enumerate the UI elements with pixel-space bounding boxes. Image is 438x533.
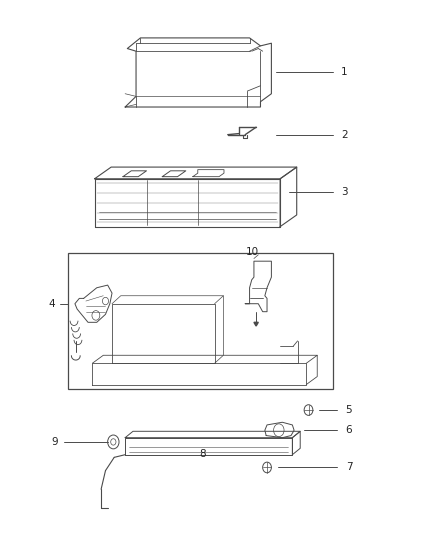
Text: 7: 7 <box>346 463 352 472</box>
Text: 3: 3 <box>341 187 348 197</box>
Text: 9: 9 <box>51 437 57 447</box>
Text: 2: 2 <box>341 130 348 140</box>
Text: 1: 1 <box>341 68 348 77</box>
Text: 10: 10 <box>246 247 259 257</box>
Text: 5: 5 <box>346 405 352 415</box>
Text: 4: 4 <box>49 298 55 309</box>
Text: 6: 6 <box>346 425 352 435</box>
Text: 8: 8 <box>199 449 206 458</box>
Polygon shape <box>254 322 258 326</box>
Bar <box>68 253 332 389</box>
